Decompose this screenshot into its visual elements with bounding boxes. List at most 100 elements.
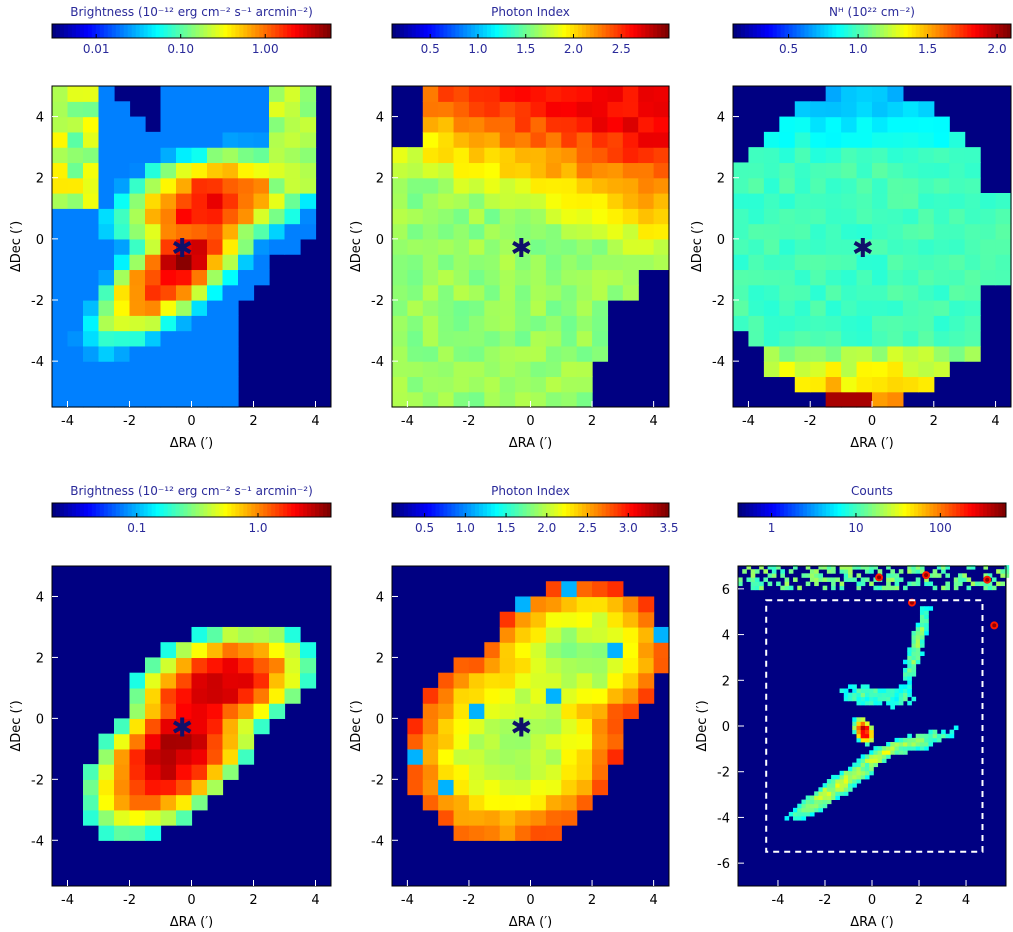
- colorbar-segment: [975, 24, 980, 38]
- colorbar-segment: [287, 24, 292, 38]
- heatmap-cell: [392, 330, 408, 347]
- heatmap-cell: [160, 193, 177, 209]
- colorbar-frame: [737, 502, 1007, 518]
- heatmap-cell: [733, 162, 750, 179]
- colorbar-segment: [175, 24, 181, 38]
- heatmap-cell: [253, 86, 270, 102]
- heatmap-cell: [67, 361, 84, 378]
- heatmap-cell: [995, 269, 1012, 286]
- colorbar-segment: [419, 24, 425, 38]
- heatmap-cell: [191, 193, 208, 209]
- heatmap-cell: [607, 687, 624, 704]
- heatmap-cell: [407, 733, 424, 750]
- heatmap-cell: [872, 345, 889, 362]
- colorbar-segment: [494, 503, 500, 517]
- heatmap-cell: [576, 794, 593, 811]
- heatmap-cell: [748, 193, 765, 209]
- heatmap-cell: [484, 376, 501, 393]
- counts-pixel: [822, 791, 828, 796]
- y-tick-label: -4: [371, 355, 384, 370]
- colorbar-segment: [589, 503, 595, 517]
- heatmap-cell: [841, 162, 858, 179]
- counts-pixel: [754, 581, 760, 587]
- counts-pixel: [915, 630, 921, 636]
- counts-pixel: [907, 680, 912, 685]
- heatmap-cell: [114, 300, 131, 316]
- colorbar-segment: [534, 24, 539, 38]
- heatmap-cell: [207, 269, 224, 286]
- heatmap-cell: [52, 193, 69, 209]
- heatmap-cell: [145, 223, 162, 240]
- counts-pixel: [738, 581, 743, 587]
- heatmap-cell: [160, 657, 177, 674]
- counts-pixel: [856, 696, 862, 702]
- heatmap-cell: [253, 177, 270, 194]
- colorbar-segment: [999, 24, 1004, 38]
- heatmap-cell: [779, 177, 796, 194]
- heatmap-cell: [530, 208, 547, 225]
- colorbar-segment: [601, 503, 607, 517]
- colorbar-segment: [907, 24, 913, 38]
- counts-pixel: [936, 573, 942, 578]
- heatmap-cell: [484, 223, 501, 240]
- colorbar-segment: [455, 24, 460, 38]
- colorbar-segment: [929, 503, 934, 517]
- counts-pixel: [919, 643, 925, 648]
- counts-pixel: [763, 577, 769, 582]
- colorbar-segment: [925, 503, 930, 517]
- heatmap-cell: [453, 672, 470, 689]
- heatmap-cell: [191, 703, 208, 719]
- counts-pixel: [894, 700, 900, 706]
- colorbar-segment: [749, 503, 754, 517]
- colorbar-segment: [902, 503, 907, 517]
- heatmap-cell: [484, 361, 501, 378]
- heatmap-cell: [592, 116, 609, 133]
- heatmap-cell: [933, 238, 950, 255]
- counts-pixel: [996, 569, 1001, 574]
- heatmap-cell: [794, 330, 811, 347]
- point-source-core: [909, 600, 914, 605]
- colorbar-segment: [526, 24, 531, 38]
- heatmap-cell: [176, 315, 193, 332]
- counts-pixel: [831, 783, 836, 788]
- counts-pixel: [911, 569, 917, 574]
- heatmap-cell: [468, 254, 485, 271]
- counts-pixel: [991, 577, 997, 582]
- heatmap-cell: [779, 330, 796, 347]
- counts-pixel: [919, 630, 925, 636]
- heatmap-cell: [484, 391, 501, 408]
- heatmap-cell: [114, 101, 131, 118]
- heatmap-cell: [607, 162, 624, 179]
- heatmap-cell: [545, 376, 562, 393]
- heatmap-cell: [98, 254, 115, 271]
- colorbar-segment: [824, 24, 829, 38]
- heatmap-cell: [284, 687, 301, 704]
- heatmap-cell: [129, 779, 146, 796]
- heatmap-cell: [561, 672, 578, 689]
- heatmap-cell: [98, 177, 115, 194]
- heatmap-cell: [530, 642, 547, 659]
- colorbar-segment: [423, 503, 429, 517]
- heatmap-cell: [300, 131, 317, 148]
- counts-pixel: [919, 569, 925, 574]
- colorbar-segment: [967, 503, 973, 517]
- counts-pixel: [864, 565, 870, 570]
- heatmap-cell: [872, 147, 889, 164]
- colorbar-segment: [427, 503, 433, 517]
- heatmap-cell: [83, 330, 100, 347]
- heatmap-cell: [622, 254, 639, 271]
- colorbar-segment: [921, 503, 927, 517]
- counts-pixel: [881, 746, 887, 751]
- heatmap-cell: [902, 330, 919, 347]
- y-tick-label: 2: [722, 674, 730, 689]
- heatmap-cell: [515, 376, 532, 393]
- heatmap-cell: [453, 269, 470, 286]
- heatmap-cell: [269, 626, 286, 643]
- heatmap-cell: [779, 208, 796, 225]
- counts-pixel: [793, 811, 798, 817]
- heatmap-cell: [825, 254, 842, 271]
- heatmap-cell: [129, 391, 146, 408]
- heatmap-cell: [545, 162, 562, 179]
- heatmap-cell: [561, 748, 578, 765]
- colorbar-segment: [550, 24, 555, 38]
